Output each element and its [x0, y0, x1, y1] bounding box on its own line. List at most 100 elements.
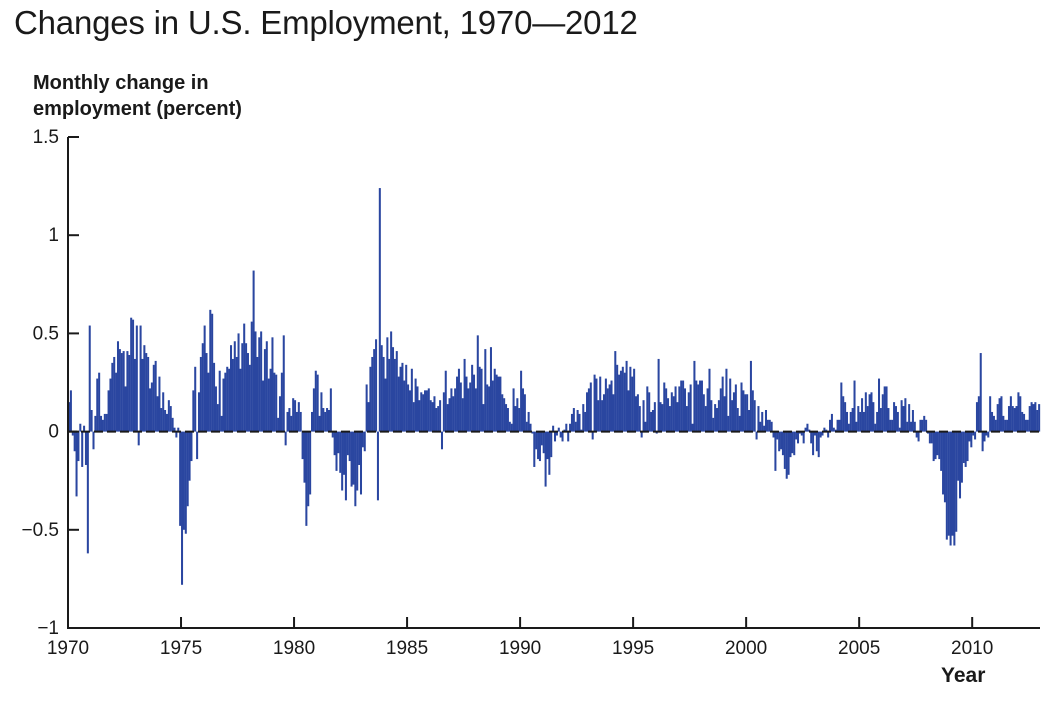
- bar-1975-06: [190, 431, 193, 462]
- bar-1986-02: [431, 402, 434, 432]
- bar-1972-06: [122, 351, 125, 432]
- bar-2009-08: [962, 431, 965, 464]
- bar-1975-05: [188, 431, 191, 481]
- bar-1992-05: [572, 408, 575, 432]
- bar-2008-03: [930, 431, 933, 444]
- bar-1980-09: [309, 431, 312, 495]
- bar-1973-11: [154, 360, 157, 432]
- bar-2007-12: [925, 419, 928, 432]
- bar-2000-11: [764, 410, 768, 432]
- bar-2008-06: [936, 431, 939, 456]
- bar-1992-10: [582, 404, 585, 432]
- bar-1977-05: [233, 341, 236, 432]
- bar-1977-11: [245, 343, 248, 432]
- bar-1990-06: [529, 423, 532, 432]
- bar-1978-06: [258, 337, 261, 432]
- bar-1998-05: [708, 368, 711, 432]
- bar-1972-02: [115, 372, 118, 432]
- bar-2012-01: [1017, 392, 1020, 432]
- bar-2006-08: [894, 406, 897, 432]
- bar-1976-03: [207, 372, 210, 432]
- bar-1992-08: [578, 413, 581, 432]
- bar-1999-11: [742, 390, 745, 432]
- bar-2004-07: [847, 423, 850, 432]
- bar-1997-10: [695, 380, 698, 432]
- bar-1980-10: [311, 411, 314, 432]
- bar-1975-03: [184, 431, 187, 534]
- bar-1993-01: [587, 388, 590, 432]
- bar-2006-11: [900, 400, 903, 432]
- bar-1984-06: [393, 358, 396, 432]
- bar-1995-04: [638, 406, 641, 432]
- bar-1970-07: [79, 423, 82, 432]
- bar-1993-06: [597, 400, 600, 432]
- bar-2010-07: [983, 431, 986, 442]
- bar-2004-03: [840, 382, 843, 432]
- bar-2007-06: [913, 421, 916, 432]
- bar-1987-04: [457, 368, 460, 432]
- bar-1972-08: [126, 351, 129, 432]
- bar-2000-02: [748, 410, 751, 432]
- bar-2003-01: [813, 431, 816, 436]
- bar-1985-11: [425, 390, 428, 432]
- bar-1977-10: [243, 323, 246, 432]
- bar-1978-11: [267, 378, 270, 432]
- bar-1980-04: [299, 411, 302, 432]
- bar-1993-11: [606, 388, 609, 432]
- bar-1973-09: [150, 382, 153, 432]
- y-ticks-group: −1 −0.5 0 0.5 1 1.5: [21, 127, 79, 639]
- bar-1999-05: [731, 400, 734, 432]
- bar-1976-06: [213, 362, 216, 432]
- bar-1976-07: [214, 386, 217, 432]
- bar-1997-03: [682, 380, 685, 432]
- bar-1996-10: [672, 396, 675, 432]
- bar-1990-01: [520, 370, 523, 432]
- bar-1973-01: [135, 325, 138, 432]
- bar-2004-08: [849, 411, 852, 432]
- bar-1970-06: [77, 431, 80, 462]
- bar-1986-03: [433, 396, 436, 432]
- bar-1984-11: [403, 380, 406, 432]
- bar-1983-01: [361, 431, 364, 448]
- bar-1984-04: [390, 331, 393, 432]
- bar-1994-02: [612, 394, 615, 432]
- bar-2004-09: [851, 408, 854, 432]
- bar-1996-11: [674, 386, 677, 432]
- bar-2001-07: [780, 431, 783, 450]
- bar-1989-11: [516, 398, 519, 432]
- bar-1993-09: [602, 394, 606, 432]
- bar-2007-04: [910, 421, 913, 432]
- bar-2008-05: [934, 431, 937, 460]
- bar-1999-10: [740, 382, 743, 432]
- bar-1971-05: [98, 372, 101, 432]
- bar-1970-05: [75, 431, 78, 497]
- y-tick-label: 0.5: [33, 323, 59, 344]
- bar-2001-05: [776, 431, 779, 440]
- bar-2003-08: [827, 431, 830, 438]
- x-ticks-group: 1970 1975 1980 1985 1990 1995 2000 2005 2010: [47, 617, 993, 659]
- bar-2006-06: [891, 419, 894, 432]
- bar-1982-12: [359, 431, 363, 495]
- bar-2004-05: [844, 402, 847, 432]
- bar-1994-03: [614, 351, 617, 432]
- bar-1975-11: [199, 356, 202, 432]
- bar-2005-01: [859, 411, 862, 432]
- bar-2002-12: [812, 431, 815, 456]
- bar-1986-04: [435, 408, 438, 432]
- bar-1974-02: [160, 408, 163, 432]
- bar-1982-04: [344, 431, 347, 501]
- bar-1979-07: [282, 335, 285, 432]
- bar-1982-11: [358, 431, 361, 465]
- bar-1986-10: [446, 404, 449, 432]
- bar-1979-10: [288, 408, 291, 432]
- bar-2000-12: [766, 419, 769, 432]
- bar-2011-02: [996, 404, 999, 432]
- bar-1975-02: [182, 431, 185, 530]
- bar-1996-04: [661, 404, 664, 432]
- x-tick-label: 2000: [725, 638, 767, 659]
- bar-1970-12: [88, 325, 91, 432]
- bar-2010-11: [991, 411, 994, 432]
- x-axis-label: Year: [941, 664, 986, 687]
- bar-2009-01: [949, 431, 952, 546]
